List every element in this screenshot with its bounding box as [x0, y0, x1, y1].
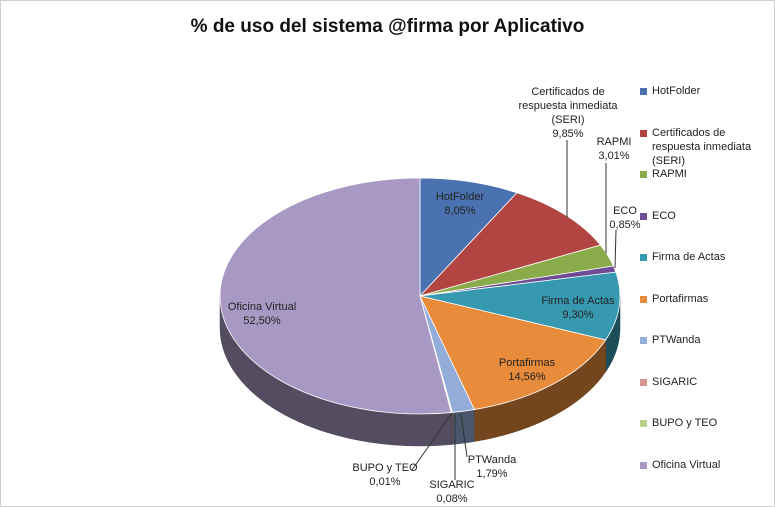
legend-entry: Portafirmas	[652, 292, 709, 305]
slice	[219, 177, 452, 415]
data-label-value: 3,01%	[598, 150, 630, 162]
data-label: SIGARIC 0,08%	[417, 478, 487, 506]
data-label-value: 9,85%	[552, 128, 584, 140]
data-label-name: Certificados de respuesta inmediata (SER…	[518, 86, 618, 126]
legend-swatch	[640, 337, 647, 344]
legend-entry: RAPMI	[652, 168, 687, 180]
legend-swatch	[640, 88, 647, 95]
legend-entry: Oficina Virtual	[652, 458, 721, 471]
data-label-value: 14,56%	[508, 371, 546, 383]
data-label: Certificados de respuesta inmediata (SER…	[518, 85, 618, 141]
legend-entry: SIGARIC	[652, 375, 698, 388]
data-label: BUPO y TEO 0,01%	[350, 461, 420, 489]
slice	[418, 192, 602, 297]
leader-line	[411, 412, 453, 471]
legend-entry: Certificados de respuesta inmediata (SER…	[652, 126, 752, 167]
data-label-value: 1,79%	[476, 468, 508, 480]
data-label-name: RAPMI	[596, 136, 632, 148]
data-label-name: Portafirmas	[498, 357, 556, 369]
legend-swatch	[640, 129, 647, 137]
data-label: RAPMI 3,01%	[584, 135, 644, 163]
slice-side	[452, 409, 475, 445]
legend-entry: PTWanda	[652, 334, 701, 346]
data-label-value: 0,01%	[369, 476, 401, 488]
data-label-name: HotFolder	[435, 191, 485, 203]
data-label: ECO 0,85%	[600, 204, 650, 232]
slice	[419, 271, 621, 341]
legend-swatch	[640, 378, 647, 386]
data-label-value: 9,30%	[562, 309, 594, 321]
data-label: Oficina Virtual 52,50%	[207, 300, 317, 328]
legend-entry: HotFolder	[652, 85, 701, 97]
data-label-name: Oficina Virtual	[227, 301, 297, 313]
data-label-name: ECO	[613, 205, 637, 217]
chart-title: % de uso del sistema @firma por Aplicati…	[190, 16, 585, 37]
legend-entry: Firma de Actas	[652, 251, 726, 263]
leader-line	[460, 413, 468, 458]
data-label-name: SIGARIC	[429, 479, 475, 491]
legend-swatch	[640, 212, 647, 220]
legend-swatch	[640, 254, 647, 261]
legend-swatch	[640, 295, 647, 303]
data-label-value: 52,50%	[243, 315, 281, 327]
data-label-value: 0,08%	[436, 493, 468, 505]
data-label-name: BUPO y TEO	[352, 462, 418, 474]
legend-swatch	[640, 461, 647, 469]
data-label-value: 0,85%	[609, 219, 641, 231]
legend-entry: ECO	[652, 209, 676, 222]
data-label: PTWanda 1,79%	[457, 453, 527, 481]
data-label-value: 8,05%	[444, 205, 476, 217]
slice	[419, 177, 518, 298]
legend-entry: BUPO y TEO	[652, 417, 718, 429]
legend-swatch	[640, 171, 647, 178]
data-label: Portafirmas 14,56%	[482, 356, 572, 384]
legend-swatch	[640, 420, 647, 427]
data-label: Firma de Actas 9,30%	[528, 294, 628, 322]
slice	[419, 295, 607, 411]
data-label-name: Firma de Actas	[541, 295, 615, 307]
data-label-name: PTWanda	[467, 454, 517, 466]
leader-line	[614, 229, 617, 269]
data-label: HotFolder 8,05%	[420, 190, 500, 218]
